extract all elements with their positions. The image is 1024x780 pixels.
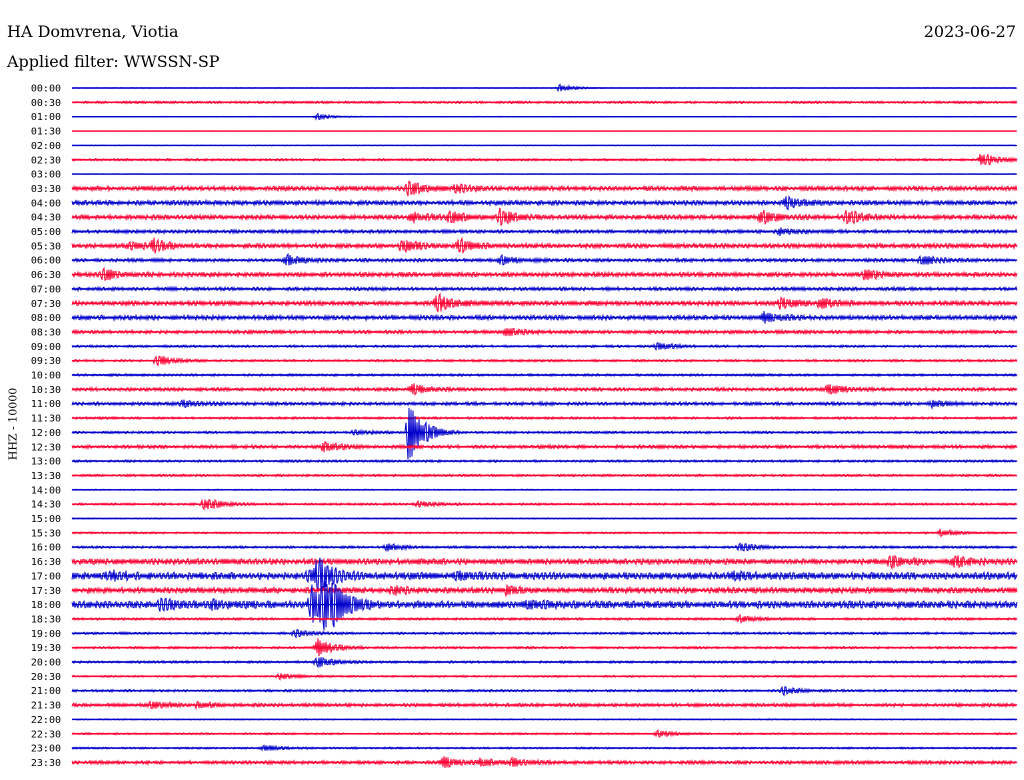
row-time-label: 05:00 [31, 227, 61, 238]
row-time-label: 23:00 [31, 744, 61, 755]
row-time-label: 06:00 [31, 256, 61, 267]
row-time-label: 20:00 [31, 658, 61, 669]
row-time-label: 00:30 [31, 98, 61, 109]
row-time-label: 04:00 [31, 198, 61, 209]
row-time-label: 22:00 [31, 715, 61, 726]
row-time-label: 16:00 [31, 543, 61, 554]
row-time-label: 06:30 [31, 270, 61, 281]
row-time-label: 03:30 [31, 184, 61, 195]
row-time-label: 19:00 [31, 629, 61, 640]
row-time-label: 15:30 [31, 528, 61, 539]
row-time-label: 18:30 [31, 614, 61, 625]
row-time-label: 11:30 [31, 414, 61, 425]
row-time-label: 00:00 [31, 84, 61, 95]
row-time-label: 15:00 [31, 514, 61, 525]
row-time-label: 07:30 [31, 299, 61, 310]
row-time-label: 02:00 [31, 141, 61, 152]
row-time-label: 14:00 [31, 485, 61, 496]
row-time-label: 20:30 [31, 672, 61, 683]
row-time-label: 17:30 [31, 586, 61, 597]
row-time-label: 08:00 [31, 313, 61, 324]
row-time-label: 03:00 [31, 170, 61, 181]
row-time-label: 21:00 [31, 686, 61, 697]
row-time-label: 02:30 [31, 155, 61, 166]
row-time-label: 13:00 [31, 457, 61, 468]
row-time-label: 05:30 [31, 241, 61, 252]
row-time-label: 13:30 [31, 471, 61, 482]
row-time-label: 10:00 [31, 371, 61, 382]
row-time-label: 21:30 [31, 701, 61, 712]
row-time-label: 11:00 [31, 399, 61, 410]
row-time-label: 17:00 [31, 571, 61, 582]
row-time-label: 04:30 [31, 213, 61, 224]
row-time-label: 14:30 [31, 500, 61, 511]
filter-label: Applied filter: WWSSN-SP [7, 52, 220, 71]
row-time-label: 23:30 [31, 758, 61, 769]
row-time-label: 01:30 [31, 127, 61, 138]
row-time-label: 10:30 [31, 385, 61, 396]
row-time-label: 12:00 [31, 428, 61, 439]
row-time-label: 01:00 [31, 112, 61, 123]
row-time-label: 16:30 [31, 557, 61, 568]
row-labels: 00:00 00:30 01:00 01:30 02:00 02:30 03:00 03:30… [31, 84, 61, 769]
row-time-label: 09:00 [31, 342, 61, 353]
row-time-label: 12:30 [31, 442, 61, 453]
row-time-label: 07:00 [31, 284, 61, 295]
row-time-label: 22:30 [31, 729, 61, 740]
row-time-label: 09:30 [31, 356, 61, 367]
traces [71, 83, 1018, 769]
record-date: 2023-06-27 [923, 22, 1016, 41]
row-time-label: 08:30 [31, 327, 61, 338]
trace-line-1200 [71, 407, 1018, 460]
row-time-label: 18:00 [31, 600, 61, 611]
station-title: HA Domvrena, Viotia [7, 22, 179, 41]
row-time-label: 19:30 [31, 643, 61, 654]
